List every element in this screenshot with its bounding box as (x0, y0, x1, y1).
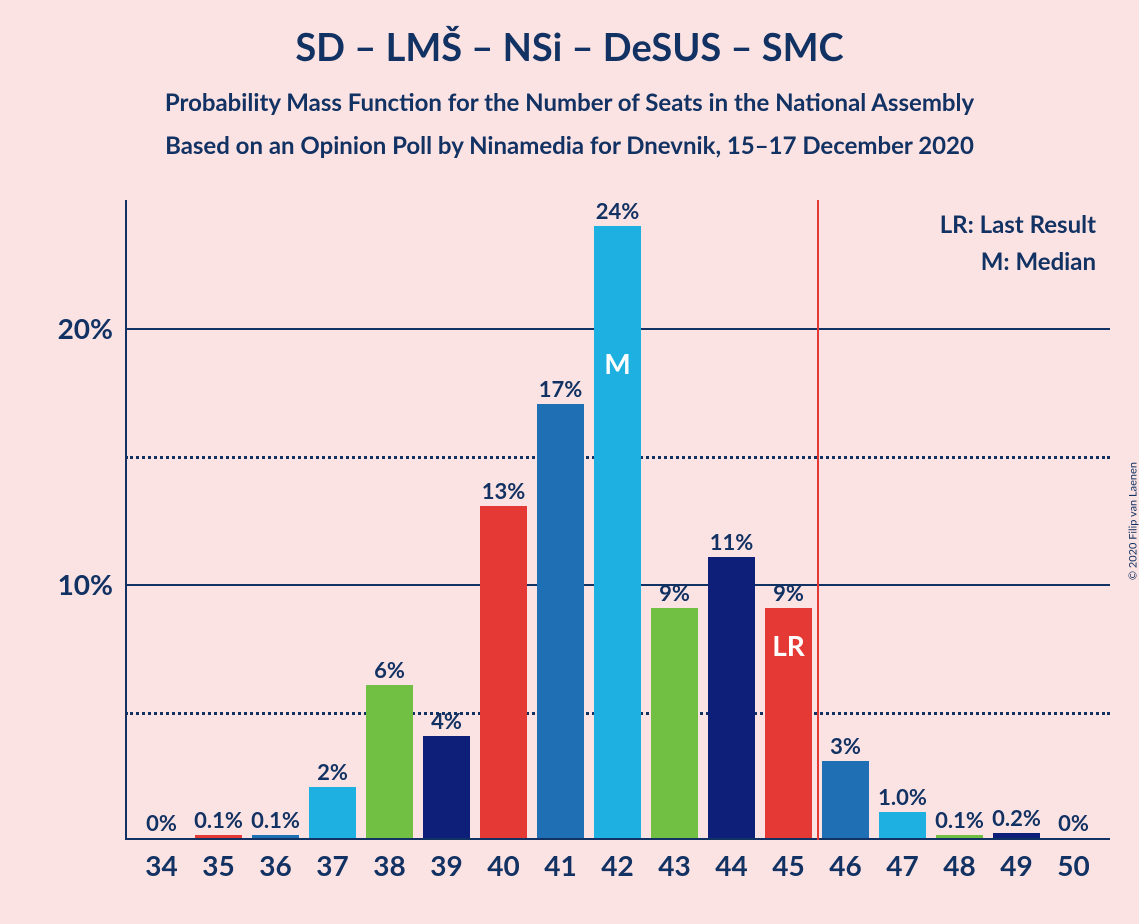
x-tick-label: 42 (601, 848, 633, 882)
bar: 3% (822, 761, 869, 838)
last-result-line (817, 200, 819, 840)
bar-value-label: 0.1% (935, 806, 984, 833)
bar-slot: 0%50 (1045, 200, 1102, 838)
bar-value-label: 9% (659, 579, 690, 606)
bar-slot: 6%38 (361, 200, 418, 838)
x-tick-label: 43 (658, 848, 690, 882)
bar-slot: 1.0%47 (874, 200, 931, 838)
bar: 17% (537, 404, 584, 838)
bar-value-label: 0% (1058, 809, 1089, 836)
bar-slot: 0.2%49 (988, 200, 1045, 838)
x-tick-label: 41 (544, 848, 576, 882)
x-tick-label: 40 (487, 848, 519, 882)
bar-value-label: 0.2% (992, 804, 1041, 831)
bar-slot: 17%41 (532, 200, 589, 838)
plot-area: LR: Last Result M: Median 20%10% 0%340.1… (125, 200, 1110, 840)
bar-slot: 0.1%48 (931, 200, 988, 838)
x-tick-label: 44 (715, 848, 747, 882)
chart-subtitle-1: Probability Mass Function for the Number… (0, 88, 1139, 117)
bar-slot: 24%M42 (589, 200, 646, 838)
y-tick-label: 10% (58, 567, 113, 601)
bar: 13% (480, 506, 527, 838)
bar: 24%M (594, 226, 641, 838)
bar-slot: 0.1%35 (190, 200, 247, 838)
bar-slot: 0.1%36 (247, 200, 304, 838)
bar-slot: 9%43 (646, 200, 703, 838)
x-tick-label: 47 (886, 848, 918, 882)
bar-slot: 9%LR45 (760, 200, 817, 838)
bar-value-label: 11% (710, 528, 754, 555)
y-axis (125, 200, 127, 840)
bar-slot: 3%46 (817, 200, 874, 838)
x-tick-label: 50 (1057, 848, 1089, 882)
bar: 2% (309, 787, 356, 838)
bar-slot: 2%37 (304, 200, 361, 838)
bar-value-label: 0.1% (194, 806, 243, 833)
bar-value-label: 4% (431, 707, 462, 734)
bar-value-label: 3% (830, 732, 861, 759)
x-tick-label: 35 (202, 848, 234, 882)
bar-slot: 0%34 (133, 200, 190, 838)
chart-title: SD – LMŠ – NSi – DeSUS – SMC (0, 0, 1139, 70)
bar-slot: 4%39 (418, 200, 475, 838)
x-tick-label: 48 (943, 848, 975, 882)
bar-value-label: 2% (317, 758, 348, 785)
bar-value-label: 6% (374, 656, 405, 683)
bar: 11% (708, 557, 755, 838)
bar-slot: 11%44 (703, 200, 760, 838)
bar: 9% (651, 608, 698, 838)
x-tick-label: 36 (259, 848, 291, 882)
y-tick-label: 20% (58, 311, 113, 345)
copyright-text: © 2020 Filip van Laenen (1127, 462, 1139, 580)
bar: 9%LR (765, 608, 812, 838)
bar: 1.0% (879, 812, 926, 838)
bar-value-label: 17% (539, 375, 583, 402)
bar-value-label: 1.0% (878, 783, 927, 810)
x-tick-label: 46 (829, 848, 861, 882)
bar-slot: 13%40 (475, 200, 532, 838)
bar: 6% (366, 685, 413, 838)
x-tick-label: 37 (316, 848, 348, 882)
x-axis (125, 838, 1110, 840)
bar-value-label: 13% (482, 477, 526, 504)
x-tick-label: 39 (430, 848, 462, 882)
bar-value-label: 24% (596, 197, 640, 224)
bar-value-label: 0.1% (251, 806, 300, 833)
bar: 4% (423, 736, 470, 838)
bar-inner-label: LR (772, 628, 805, 662)
bar-value-label: 0% (146, 809, 177, 836)
bars-container: 0%340.1%350.1%362%376%384%3913%4017%4124… (125, 200, 1110, 838)
bar-value-label: 9% (773, 579, 804, 606)
chart-subtitle-2: Based on an Opinion Poll by Ninamedia fo… (0, 131, 1139, 160)
x-tick-label: 34 (145, 848, 177, 882)
x-tick-label: 49 (1000, 848, 1032, 882)
x-tick-label: 38 (373, 848, 405, 882)
bar-inner-label: M (604, 346, 630, 380)
x-tick-label: 45 (772, 848, 804, 882)
